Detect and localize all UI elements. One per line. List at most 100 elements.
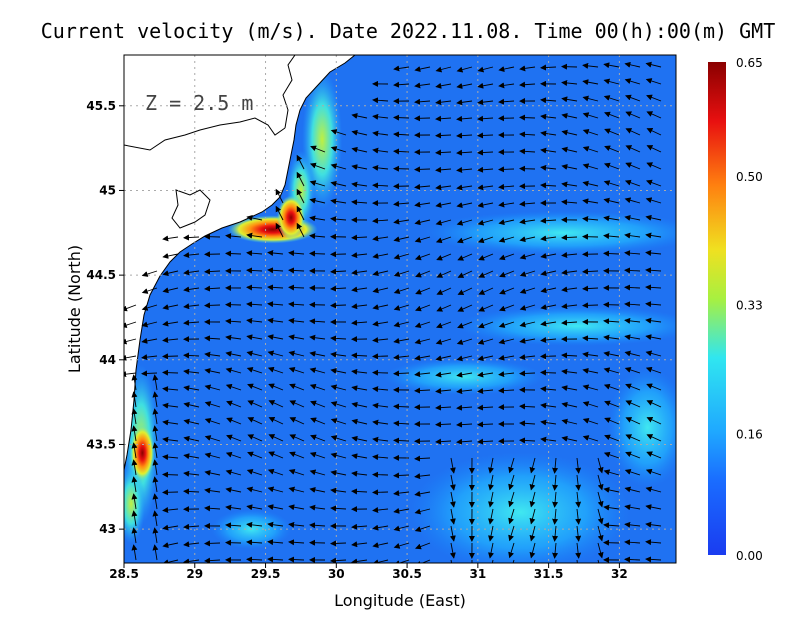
current-arrow [183, 523, 200, 530]
current-arrow [204, 351, 221, 358]
current-arrow [267, 366, 284, 374]
current-arrow [225, 451, 242, 459]
current-arrow [519, 321, 536, 328]
y-tick-label: 45 [99, 183, 116, 197]
current-arrow [330, 470, 347, 476]
current-arrow [561, 319, 578, 326]
speed-blob [410, 452, 631, 563]
current-arrow [267, 301, 284, 308]
current-arrow [309, 318, 326, 325]
current-arrow [645, 301, 662, 308]
current-arrow [351, 523, 368, 530]
current-arrow [393, 200, 410, 207]
current-arrow [478, 253, 494, 261]
current-arrow [393, 337, 410, 344]
current-arrow [152, 544, 159, 561]
current-arrow [456, 149, 473, 156]
current-arrow [488, 508, 494, 525]
current-arrow [330, 198, 347, 205]
current-arrow [519, 253, 536, 260]
current-arrow [267, 267, 284, 274]
current-arrow [372, 164, 389, 171]
current-arrow [603, 180, 620, 187]
current-arrow [582, 418, 599, 425]
current-arrow [414, 183, 431, 190]
current-arrow [310, 434, 326, 442]
current-arrow [162, 507, 179, 514]
current-arrow [267, 504, 284, 511]
current-arrow [141, 270, 158, 277]
current-arrow [540, 337, 557, 343]
current-arrow [582, 198, 599, 205]
current-arrow [414, 321, 431, 328]
current-arrow [296, 171, 305, 187]
current-arrow [309, 162, 326, 170]
current-arrow [488, 491, 494, 508]
current-arrow [561, 112, 578, 119]
current-arrow [552, 491, 559, 508]
current-arrow [625, 400, 641, 408]
current-arrow [309, 180, 326, 187]
current-arrow [575, 491, 582, 508]
current-arrow [141, 321, 158, 328]
current-arrow [625, 162, 641, 170]
current-arrow [624, 539, 641, 546]
current-arrow [372, 454, 389, 461]
current-arrow [225, 504, 242, 511]
current-arrow [268, 417, 284, 425]
current-arrow [519, 354, 536, 361]
current-arrow [330, 487, 347, 494]
current-arrow [645, 179, 662, 187]
current-arrow [330, 180, 347, 187]
current-arrow [540, 320, 557, 327]
current-arrow [162, 419, 179, 426]
current-arrow [267, 486, 284, 493]
current-arrow [477, 82, 494, 89]
current-arrow [351, 252, 368, 259]
current-arrow [624, 232, 641, 239]
current-arrow [508, 474, 515, 491]
current-arrow [624, 78, 641, 85]
current-arrow [247, 417, 263, 425]
current-arrow [351, 269, 368, 276]
current-arrow [477, 387, 494, 394]
current-arrow [582, 384, 599, 391]
speed-blob [422, 210, 676, 255]
current-arrow [141, 287, 158, 294]
current-arrow [152, 374, 159, 391]
current-arrow [604, 128, 620, 136]
current-arrow [456, 115, 473, 122]
current-arrow [575, 474, 582, 491]
current-arrow [449, 508, 456, 525]
current-arrow [603, 469, 620, 476]
current-arrow [246, 317, 263, 324]
current-arrow [645, 317, 662, 324]
current-arrow [477, 132, 494, 139]
x-tick-label: 29.5 [251, 567, 281, 581]
current-arrow [478, 321, 494, 329]
current-arrow [540, 235, 557, 242]
current-arrow [152, 510, 159, 527]
current-arrow [131, 493, 138, 510]
current-arrow [351, 401, 368, 408]
current-arrow [247, 434, 263, 442]
current-arrow [351, 199, 368, 206]
current-arrow [162, 287, 179, 294]
speed-blob [130, 424, 155, 481]
current-arrow [625, 145, 641, 153]
current-arrow [435, 388, 452, 394]
current-arrow [309, 215, 326, 222]
current-arrow [624, 469, 641, 476]
current-arrow [162, 471, 179, 478]
current-arrow [288, 301, 305, 308]
current-arrow [309, 250, 326, 257]
current-arrow [645, 61, 662, 68]
current-arrow [225, 383, 242, 391]
current-arrow [183, 558, 200, 563]
current-arrow [645, 197, 662, 204]
map-area: Z = 2.5 m [124, 55, 676, 563]
current-arrow [372, 369, 389, 376]
current-arrow [246, 539, 263, 546]
current-arrow [508, 457, 515, 474]
current-arrow [645, 486, 662, 493]
